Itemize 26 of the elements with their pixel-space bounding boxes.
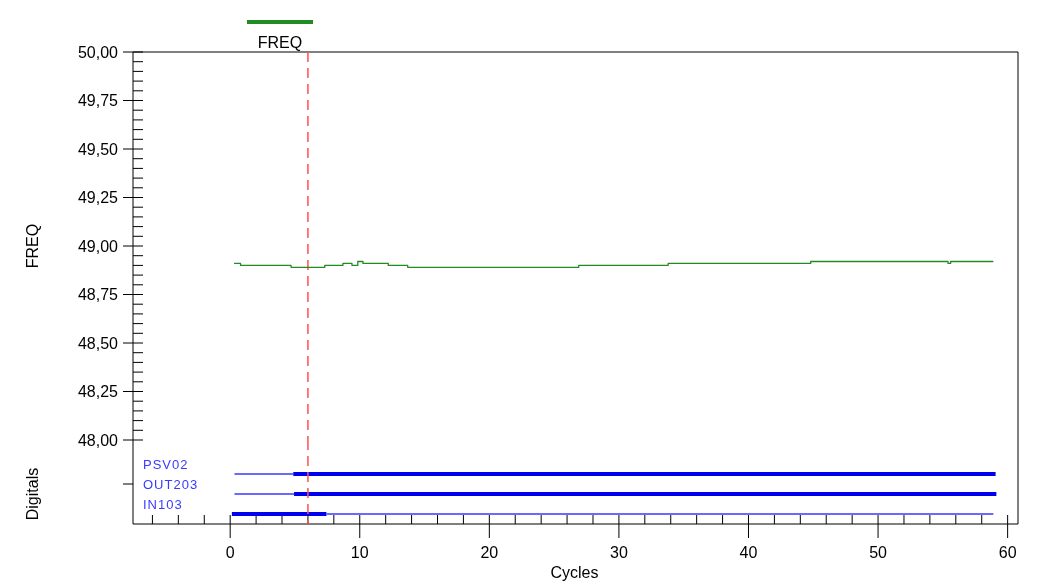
- y-tick-label: 49,50: [77, 140, 119, 158]
- y-tick-label: 49,75: [77, 92, 119, 109]
- x-tick-label: 50: [869, 544, 888, 561]
- x-axis-title: Cycles: [550, 564, 599, 581]
- y-tick-label: PSV02: [143, 457, 189, 472]
- y-tick-label: 50,00: [77, 43, 119, 61]
- bar: [294, 492, 997, 496]
- x-tick-label: 20: [480, 544, 499, 561]
- y-tick-label: 48,75: [77, 286, 119, 303]
- x-tick-label: 10: [350, 544, 369, 561]
- x-tick-label: 30: [610, 544, 628, 561]
- bar: [231, 512, 327, 516]
- y-tick-label: 48,25: [77, 383, 119, 400]
- y-axis-title: FREQ: [24, 223, 41, 269]
- x-tick-label: 40: [739, 544, 758, 561]
- y-axis-title: Digitals: [24, 467, 41, 521]
- y-tick-label: IN103: [143, 497, 183, 512]
- bar: [293, 472, 996, 476]
- y-tick-label: 48,50: [77, 334, 119, 352]
- legend-label: FREQ: [257, 34, 303, 51]
- x-tick-label: 60: [998, 544, 1017, 561]
- y-tick-label: 49,25: [77, 189, 119, 206]
- y-tick-label: 48,00: [77, 431, 119, 449]
- x-tick-label: 0: [225, 544, 235, 561]
- y-tick-label: OUT203: [143, 477, 199, 492]
- y-tick-label: 49,00: [77, 237, 119, 255]
